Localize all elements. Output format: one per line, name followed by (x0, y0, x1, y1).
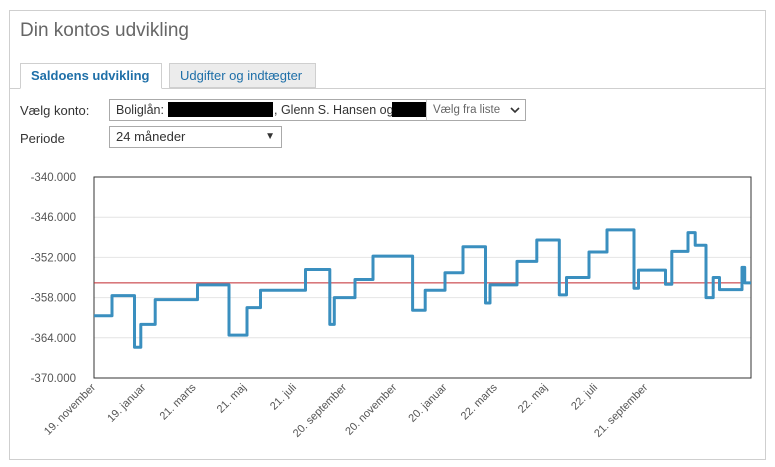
period-label: Periode (20, 131, 65, 146)
y-tick-label: -364.000 (31, 333, 76, 345)
x-tick-label: 21. juli (268, 382, 299, 413)
period-select[interactable]: 24 måneder ▼ (109, 126, 282, 148)
y-tick-label: -340.000 (31, 172, 76, 184)
x-tick-label: 20. september (291, 381, 349, 439)
account-prefix: Boliglån: (116, 103, 164, 117)
account-owner-text: , Glenn S. Hansen og (274, 103, 394, 117)
x-tick-label: 22. marts (459, 381, 500, 422)
plot-frame (93, 176, 752, 379)
chevron-down-icon (510, 100, 520, 126)
y-tick-label: -346.000 (31, 212, 76, 224)
x-tick-label: 21. marts (158, 381, 199, 422)
x-tick-label: 22. maj (516, 382, 550, 416)
redaction-block (392, 102, 426, 117)
account-label: Vælg konto: (20, 103, 90, 118)
page-title: Din kontos udvikling (20, 20, 189, 41)
x-tick-label: 20. november (343, 381, 399, 437)
x-tick-label: 21. september (592, 381, 650, 439)
redaction-block (168, 102, 273, 117)
period-value: 24 måneder (116, 129, 186, 144)
x-tick-label: 21. maj (215, 382, 249, 416)
x-tick-label: 22. juli (569, 382, 600, 413)
x-tick-label: 19. januar (105, 381, 148, 424)
account-select[interactable]: Boliglån: , Glenn S. Hansen og Vælg fra … (109, 99, 526, 121)
y-tick-label: -352.000 (31, 252, 76, 264)
x-tick-label: 20. januar (406, 381, 449, 424)
y-tick-label: -370.000 (31, 373, 76, 385)
balance-series-line (94, 228, 751, 349)
dropdown-arrow-icon: ▼ (265, 131, 275, 142)
x-tick-label: 19. november (42, 381, 98, 437)
account-picker-button[interactable]: Vælg fra liste (426, 100, 525, 120)
tabs-divider (10, 88, 765, 89)
tab-expenses-income[interactable]: Udgifter og indtægter (169, 63, 316, 88)
y-tick-label: -358.000 (31, 293, 76, 305)
account-picker-label: Vælg fra liste (433, 104, 501, 116)
tab-balance-development[interactable]: Saldoens udvikling (20, 63, 162, 89)
